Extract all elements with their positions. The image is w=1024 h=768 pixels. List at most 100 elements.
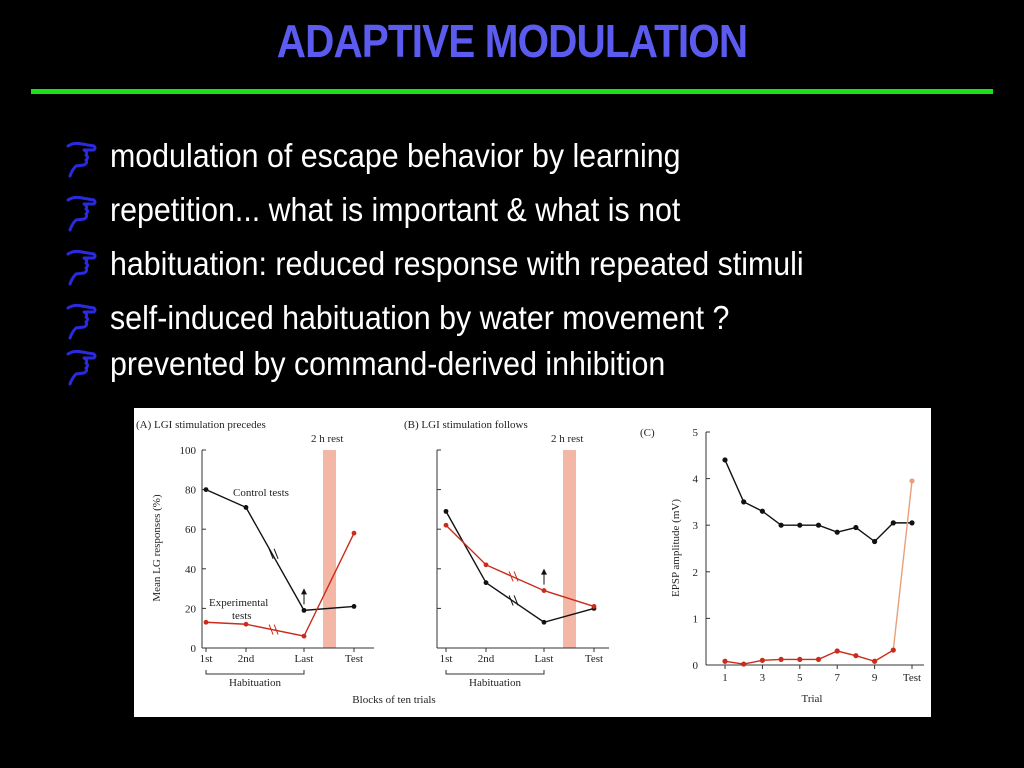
y-tick-label-c: 0 xyxy=(693,660,699,672)
data-point-c xyxy=(909,478,915,484)
title-divider xyxy=(31,89,993,94)
data-point xyxy=(351,530,357,536)
data-point-c xyxy=(797,522,803,528)
break-mark xyxy=(508,571,514,582)
panel-title-c: (C) xyxy=(640,427,655,439)
data-point xyxy=(443,522,449,528)
break-mark xyxy=(268,548,274,559)
data-point-c xyxy=(759,657,766,663)
series-line-c xyxy=(724,459,912,543)
series-label-control: Control tests xyxy=(233,487,289,499)
data-point-c xyxy=(741,661,747,667)
data-point xyxy=(301,607,307,613)
series-line xyxy=(445,524,595,608)
data-point-c xyxy=(853,524,859,531)
break-mark xyxy=(268,624,274,635)
y-tick-label: 40 xyxy=(185,564,197,576)
pointing-hand-icon xyxy=(66,141,97,178)
panel-title: (B) LGI stimulation follows xyxy=(404,419,528,431)
rest-band xyxy=(563,450,576,648)
x-tick-label: Test xyxy=(345,653,363,665)
data-point xyxy=(243,505,249,510)
y-tick-label: 60 xyxy=(185,524,197,536)
bullet-item: habituation: reduced response with repea… xyxy=(64,242,1004,296)
bullet-item: self-induced habituation by water moveme… xyxy=(64,296,1004,350)
habituation-bracket xyxy=(205,670,305,675)
y-tick-label-c: 4 xyxy=(693,474,699,486)
data-point-c xyxy=(853,653,859,659)
data-point-c xyxy=(759,508,766,514)
y-tick-label-c: 1 xyxy=(693,613,699,625)
y-tick-label: 80 xyxy=(185,485,197,497)
habituation-bracket xyxy=(445,670,545,675)
break-mark xyxy=(273,548,279,559)
bullet-text: repetition... what is important & what i… xyxy=(110,191,681,228)
y-tick-label-c: 5 xyxy=(693,427,699,439)
data-point-c xyxy=(872,538,878,545)
bullet-text: habituation: reduced response with repea… xyxy=(110,245,804,282)
bullet-item: modulation of escape behavior by learnin… xyxy=(64,134,1004,188)
series-line xyxy=(205,488,355,612)
data-point xyxy=(483,580,489,586)
break-mark xyxy=(508,595,514,606)
panel-title: (A) LGI stimulation precedes xyxy=(136,419,266,431)
data-point-c xyxy=(890,520,896,526)
pointing-hand-icon xyxy=(66,349,97,386)
bullet-item: prevented by command-derived inhibition xyxy=(64,342,1004,386)
data-point xyxy=(483,562,489,568)
data-point xyxy=(301,633,307,639)
habituation-label: Habituation xyxy=(469,677,521,689)
series-line-c xyxy=(724,649,894,665)
data-point-c xyxy=(722,658,728,664)
rest-label: 2 h rest xyxy=(551,433,583,445)
habituation-label: Habituation xyxy=(229,677,281,689)
break-mark xyxy=(513,571,519,582)
x-tick-label: Test xyxy=(585,653,603,665)
data-point-c xyxy=(872,658,878,664)
x-tick-label-c: 3 xyxy=(760,672,766,684)
arrow-head xyxy=(301,588,307,595)
series-label-experimental-2: tests xyxy=(232,610,252,622)
bullet-text: prevented by command-derived inhibition xyxy=(110,345,666,382)
data-point-c xyxy=(834,648,840,654)
series-line xyxy=(445,511,595,624)
data-point-c xyxy=(797,656,803,663)
pointing-hand-icon xyxy=(66,303,97,340)
y-tick-label: 20 xyxy=(185,603,197,615)
x-tick-label: 2nd xyxy=(238,653,255,665)
x-tick-label-c: 9 xyxy=(872,672,878,684)
x-axis-label-c: Trial xyxy=(802,693,823,705)
data-point xyxy=(443,508,449,514)
data-point-c xyxy=(778,656,784,663)
x-tick-label-c: 1 xyxy=(722,672,728,684)
y-tick-label: 100 xyxy=(180,445,197,457)
pointing-hand-icon xyxy=(66,195,97,232)
habituation-figure: 2 h rest (A) LGI stimulation precedes 0 20 4… xyxy=(134,408,931,717)
bullet-item: repetition... what is important & what i… xyxy=(64,188,1004,242)
bullet-text: modulation of escape behavior by learnin… xyxy=(110,137,681,174)
x-tick-label-c: 7 xyxy=(834,672,840,684)
bullet-text: self-induced habituation by water moveme… xyxy=(110,299,730,336)
x-tick-label: 2nd xyxy=(478,653,495,665)
figure-svg: 2 h rest (A) LGI stimulation precedes 0 20 4… xyxy=(136,419,924,706)
data-point xyxy=(541,619,547,625)
x-tick-label: 1st xyxy=(440,653,453,665)
data-point xyxy=(351,604,357,609)
series-label-experimental: Experimental xyxy=(209,597,268,609)
break-mark xyxy=(273,624,279,635)
rest-band xyxy=(323,450,336,648)
arrow-head xyxy=(541,568,547,575)
y-tick-label-c: 3 xyxy=(693,520,699,532)
data-point-c xyxy=(778,522,784,528)
data-point xyxy=(243,621,249,627)
data-point xyxy=(203,619,209,625)
data-point-c xyxy=(741,499,747,505)
y-tick-label-c: 2 xyxy=(693,567,699,579)
x-tick-label-c: Test xyxy=(903,672,921,684)
data-point-c xyxy=(909,520,915,526)
y-axis-label: Mean LG responses (%) xyxy=(151,494,163,602)
rest-label: 2 h rest xyxy=(311,433,343,445)
x-tick-label: Last xyxy=(295,653,314,665)
data-point-c xyxy=(834,529,840,535)
slide-title: ADAPTIVE MODULATION xyxy=(276,15,748,67)
